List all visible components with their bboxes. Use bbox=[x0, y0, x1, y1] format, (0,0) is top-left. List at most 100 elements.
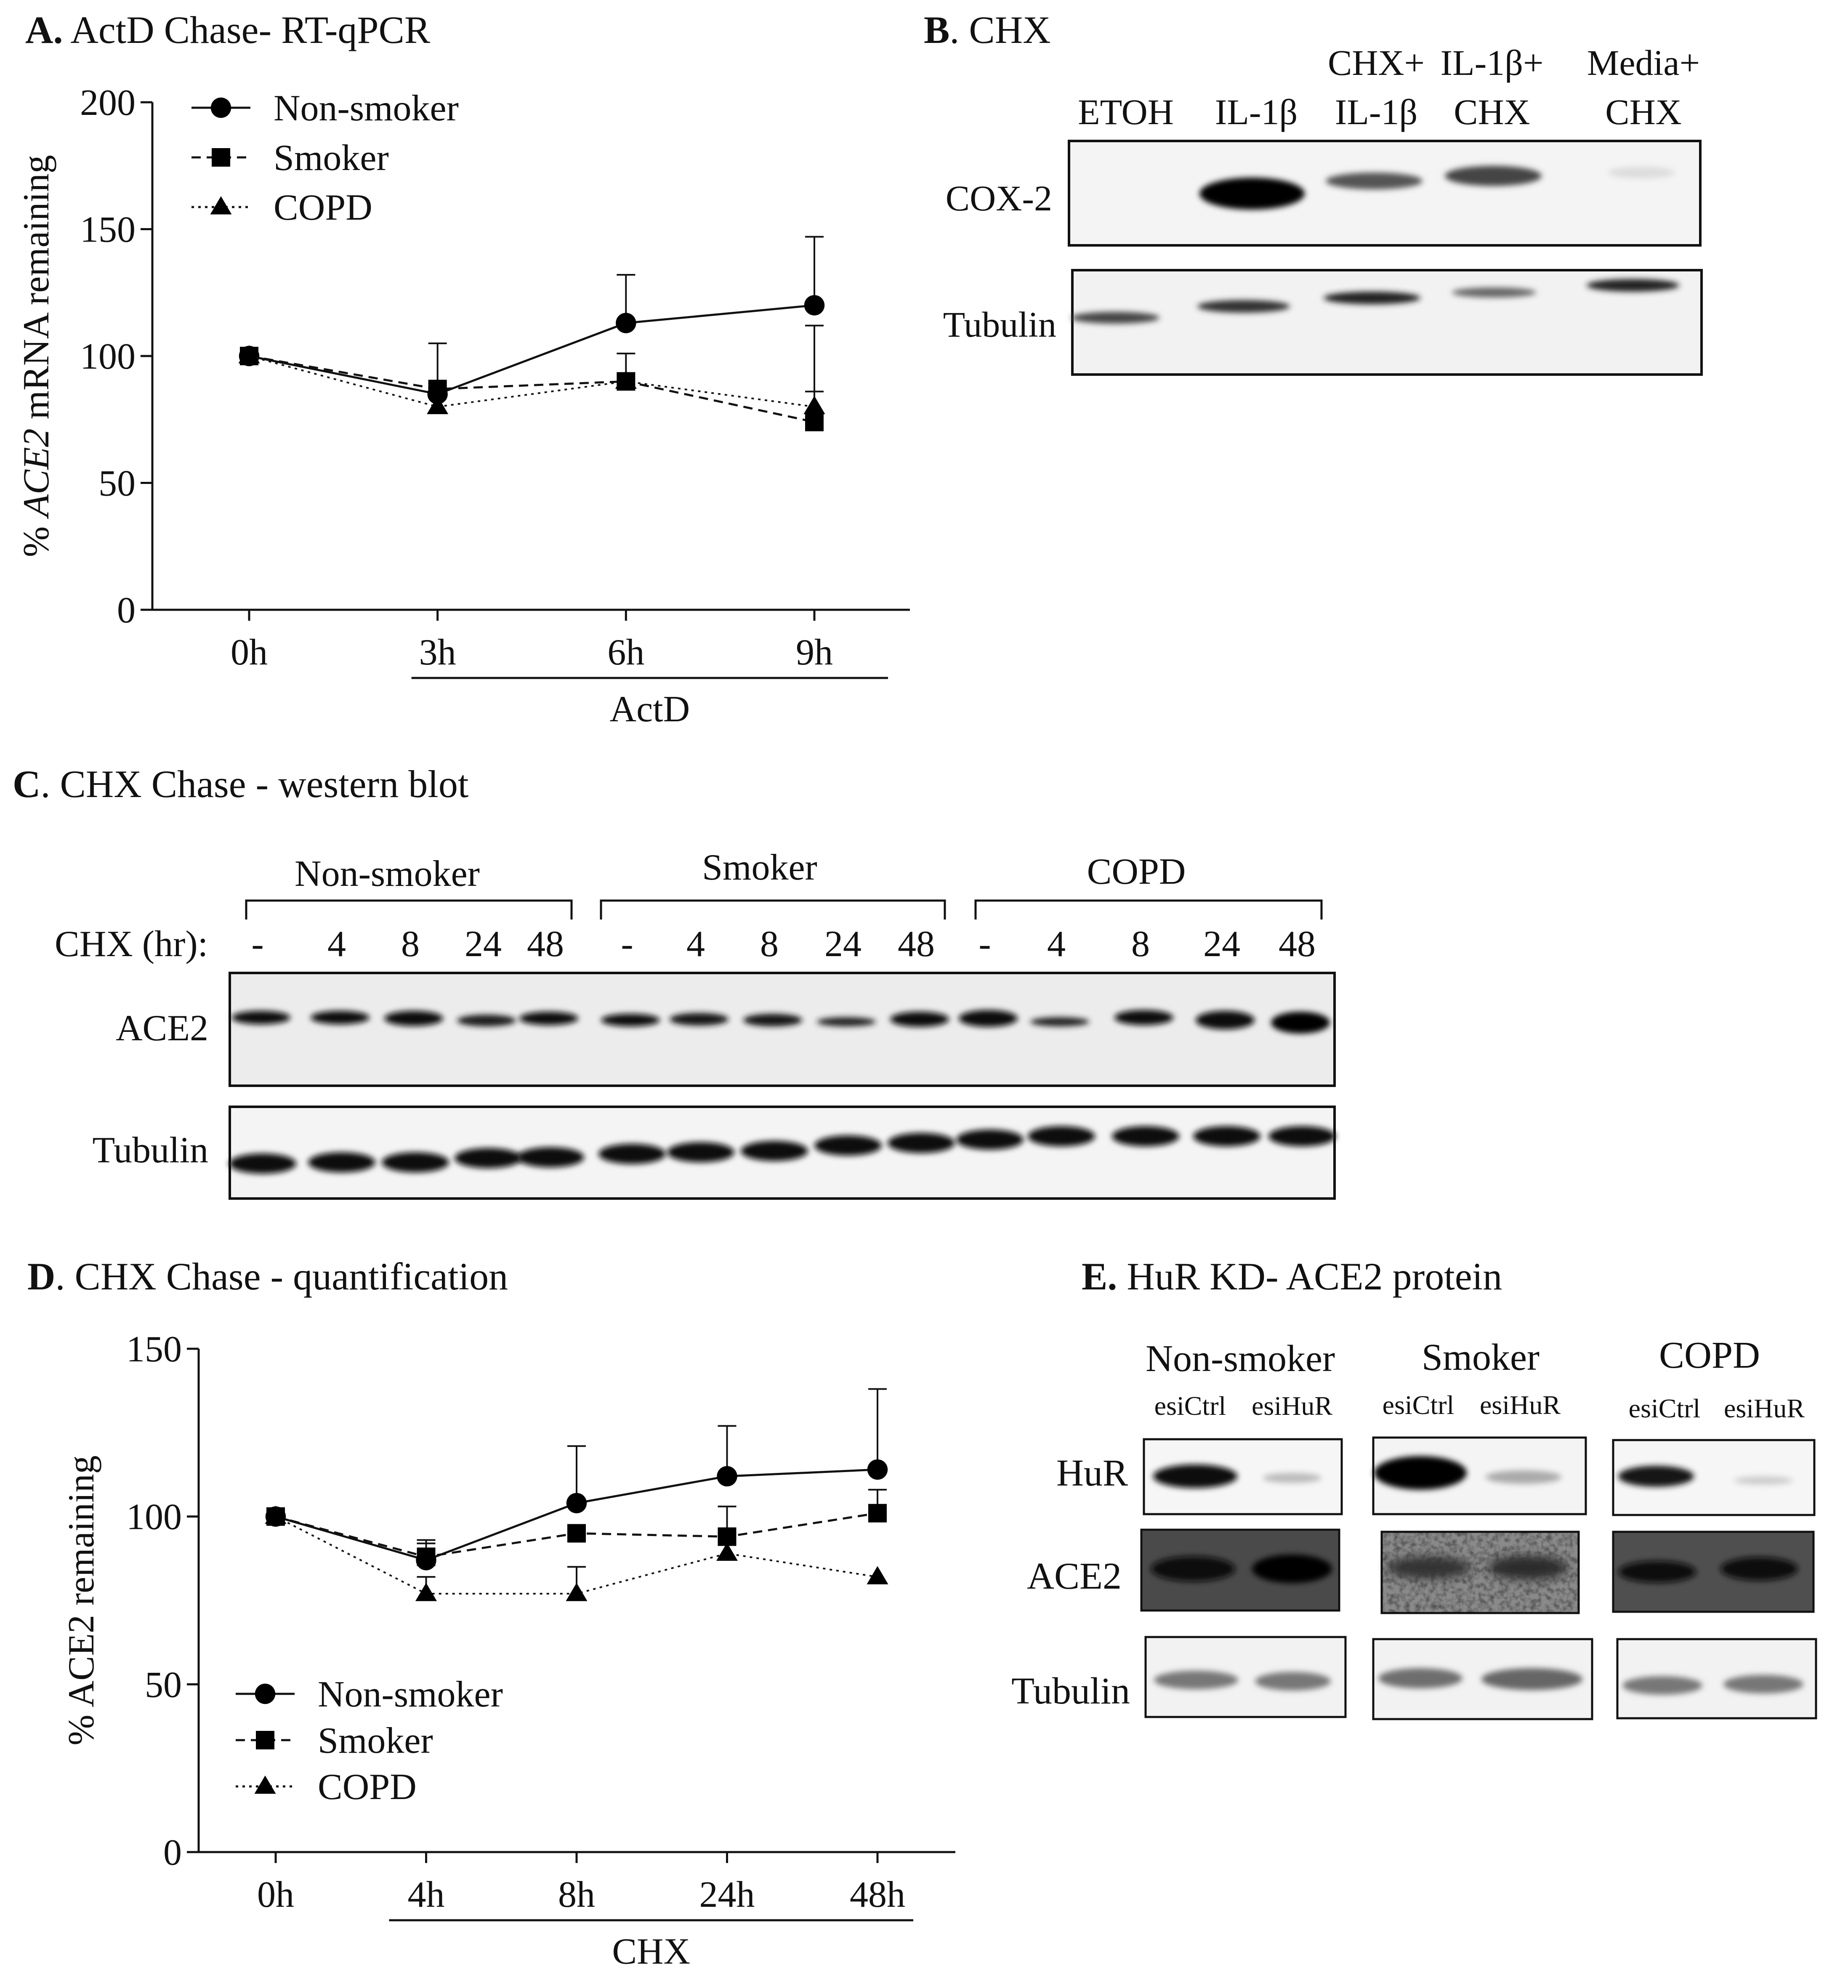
blot-c-tubulin-band bbox=[229, 1153, 296, 1174]
blot-c-tubulin-band bbox=[517, 1147, 584, 1167]
blot-e-lane-6: esiHuR bbox=[1724, 1393, 1805, 1423]
chartA-legend-marker bbox=[212, 148, 230, 167]
blot-c-ace2-band bbox=[1196, 1011, 1255, 1029]
chartA-legend-marker bbox=[210, 97, 231, 118]
blot-e-tubulin-band-6 bbox=[1723, 1675, 1803, 1693]
blot-c-tubulin-band bbox=[455, 1148, 522, 1168]
chartD-y-tick-label: 0 bbox=[163, 1832, 182, 1873]
chartA-y-tick-label: 50 bbox=[98, 463, 136, 504]
chartA-x-tick-label: 0h bbox=[231, 632, 268, 673]
blot-e-lane-5: esiCtrl bbox=[1629, 1393, 1701, 1423]
chartA-legend-label: Smoker bbox=[274, 138, 389, 178]
chartA-series-copd bbox=[238, 324, 825, 415]
chartD-data-point bbox=[867, 1566, 888, 1584]
chartA-y-tick-label: 100 bbox=[80, 336, 136, 377]
blot-b-row-cox2: COX-2 bbox=[946, 178, 1052, 218]
chartD-legend-label: Non-smoker bbox=[318, 1674, 503, 1715]
blot-e-hur-band-5 bbox=[1618, 1466, 1694, 1487]
blot-e-hur-band-6 bbox=[1734, 1476, 1793, 1485]
blot-c-lane-label: 8 bbox=[401, 924, 420, 965]
blot-c-lane-label: 24 bbox=[465, 924, 502, 965]
blot-c: Non-smoker Smoker COPD CHX (hr): -4 8 24 48… bbox=[55, 847, 1336, 1200]
blot-c-lane-label: 24 bbox=[1203, 924, 1240, 965]
blot-c-ace2-band bbox=[1030, 1017, 1089, 1026]
blot-c-ace2-band bbox=[384, 1011, 443, 1026]
chartD-group-label: CHX bbox=[612, 1931, 690, 1972]
chartD-data-point bbox=[868, 1504, 887, 1523]
chartD-y-tick-label: 100 bbox=[126, 1497, 182, 1538]
blot-b-header-5-line1: Media+ bbox=[1587, 43, 1700, 83]
blot-b-header-3-line1: CHX+ bbox=[1328, 43, 1425, 83]
blot-b-cox2-membrane bbox=[1068, 140, 1702, 247]
chartD-y-tick-label: 150 bbox=[126, 1329, 182, 1370]
blot-c-tubulin-band bbox=[956, 1130, 1024, 1150]
blot-b-header-1-line2: ETOH bbox=[1078, 92, 1174, 132]
chartD-legend-marker bbox=[256, 1731, 274, 1749]
chartD-series-line bbox=[275, 1515, 878, 1595]
blot-c-tubulin-band bbox=[667, 1142, 734, 1162]
blot-b-header-3-line2: IL-1β bbox=[1335, 92, 1418, 132]
blot-c-ace2-band bbox=[890, 1012, 949, 1027]
blot-b-tubulin-band-5 bbox=[1587, 279, 1679, 292]
blot-c-lane-label: 8 bbox=[760, 924, 779, 965]
blot-c-bracket-copd bbox=[974, 899, 1323, 920]
blot-c-tubulin-band bbox=[741, 1141, 808, 1161]
chartA-x-tick-label: 9h bbox=[796, 632, 833, 673]
blot-c-tubulin-band bbox=[382, 1152, 449, 1172]
blot-c-ace2-band bbox=[1271, 1012, 1330, 1034]
blot-e-group-nonsmoker: Non-smoker bbox=[1146, 1338, 1335, 1379]
blot-b-header-4-line2: CHX bbox=[1454, 92, 1530, 132]
chartD-x-tick-label: 8h bbox=[558, 1874, 595, 1915]
chartA-series-line bbox=[249, 304, 815, 396]
chartD-legend-label: COPD bbox=[318, 1767, 417, 1807]
blot-b-tubulin-band-3 bbox=[1324, 292, 1420, 304]
blot-e-lane-2: esiHuR bbox=[1252, 1391, 1332, 1421]
chartD-series-copd bbox=[265, 1505, 888, 1601]
chartD-legend-marker bbox=[255, 1683, 276, 1704]
blot-c-row-ace2: ACE2 bbox=[116, 1008, 208, 1049]
blot-c-tubulin-band bbox=[1193, 1126, 1260, 1146]
panel-e-letter: E. bbox=[1082, 1255, 1117, 1298]
blot-e-ace2-band-6 bbox=[1720, 1557, 1798, 1581]
blot-c-bracket-nonsmoker bbox=[245, 899, 573, 920]
chartD-y-tick-label: 50 bbox=[145, 1664, 182, 1705]
blot-b-cox2-band-5 bbox=[1608, 167, 1675, 178]
chartA-data-point bbox=[427, 396, 449, 415]
blot-e-ace2-band-4 bbox=[1488, 1556, 1568, 1579]
blot-e-hur-band-1 bbox=[1153, 1464, 1237, 1488]
panel-d-letter: D bbox=[27, 1255, 56, 1298]
blot-c-ace2-band bbox=[817, 1017, 876, 1026]
chartA-legend-marker bbox=[210, 196, 232, 215]
blot-c-tubulin-bands bbox=[229, 1126, 1336, 1174]
blot-c-ace2-band bbox=[959, 1010, 1018, 1027]
chartA-series-line bbox=[249, 355, 815, 423]
blot-e-group-copd: COPD bbox=[1659, 1334, 1760, 1376]
panel-b-title-text: . CHX bbox=[949, 8, 1051, 51]
blot-c-ace2-band bbox=[670, 1013, 729, 1026]
chartD-data-point bbox=[566, 1493, 587, 1513]
chart-d: 0 50 100 150 0h 4h 8h 24h 48h CHX % ACE2 remaining… bbox=[61, 1329, 955, 1972]
chartA-x-tick-label: 6h bbox=[607, 632, 644, 673]
chartD-data-point bbox=[566, 1583, 588, 1601]
chartD-x-tick-label: 24h bbox=[699, 1874, 755, 1915]
blot-b-tubulin-band-1 bbox=[1071, 312, 1159, 324]
blot-c-tubulin-band bbox=[308, 1152, 375, 1172]
blot-e-ace2-band-3 bbox=[1387, 1557, 1471, 1579]
chartA-series-line bbox=[249, 355, 815, 408]
blot-e-lane-4: esiHuR bbox=[1480, 1390, 1561, 1420]
chartA-x-tick-label: 3h bbox=[419, 632, 456, 673]
blot-b-cox2-band-4 bbox=[1445, 166, 1542, 186]
blot-c-row-label: CHX (hr): bbox=[55, 924, 208, 965]
blot-b-row-tubulin: Tubulin bbox=[943, 304, 1056, 345]
panel-c-title-text: . CHX Chase - western blot bbox=[40, 763, 469, 805]
chartA-data-point bbox=[616, 313, 636, 333]
chartA-data-point bbox=[428, 380, 447, 399]
blot-c-ace2-membrane bbox=[229, 972, 1336, 1087]
blot-c-tubulin-band bbox=[814, 1135, 882, 1156]
blot-c-ace2-band bbox=[1114, 1010, 1173, 1025]
blot-c-lane-label: 24 bbox=[824, 924, 862, 965]
blot-b-header-2-line2: IL-1β bbox=[1215, 92, 1298, 132]
blot-b-header-5-line2: CHX bbox=[1605, 92, 1682, 132]
blot-c-group-nonsmoker: Non-smoker bbox=[295, 853, 480, 894]
